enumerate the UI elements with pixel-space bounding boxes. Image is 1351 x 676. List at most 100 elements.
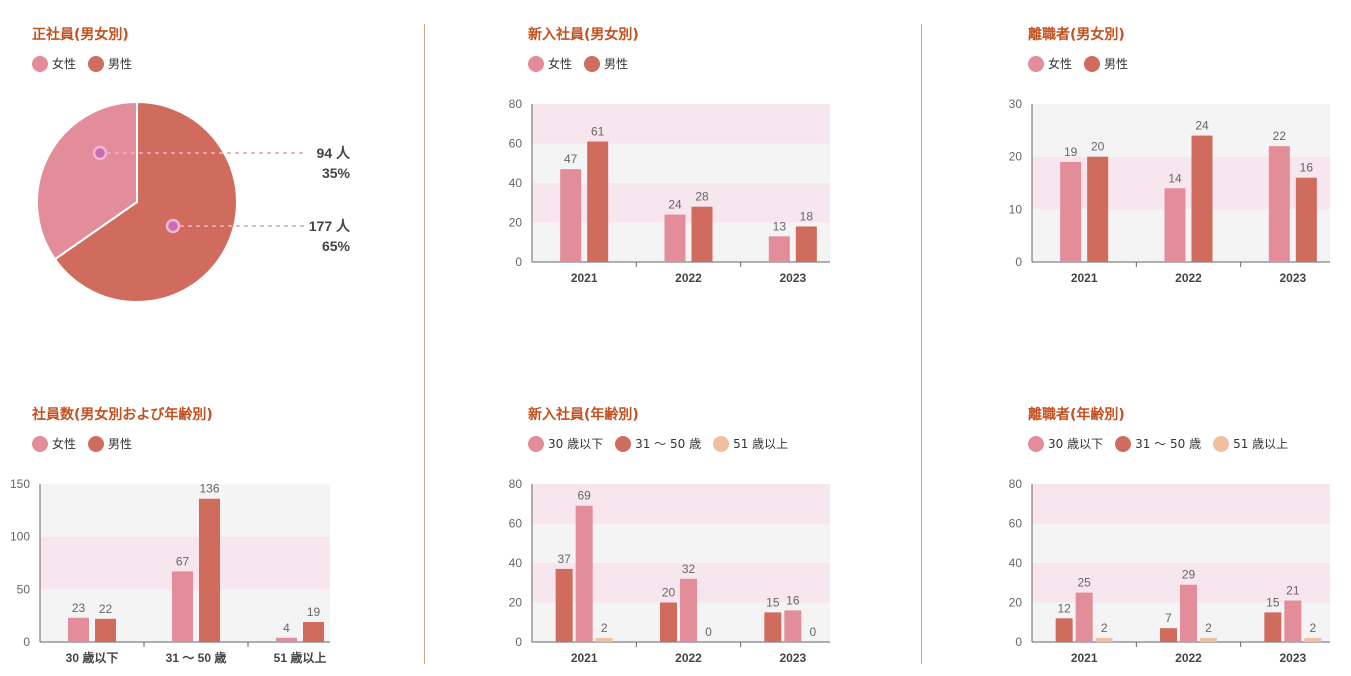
legend: 30 歳以下 31 〜 50 歳 51 歳以上 bbox=[528, 435, 800, 452]
bar-value-label: 4 bbox=[283, 621, 290, 635]
bar bbox=[68, 617, 89, 642]
panel-new-hires-by-age: 新入社員(年齢別) 30 歳以下 31 〜 50 歳 51 歳以上 0 20 40 60 8… bbox=[509, 404, 858, 674]
x-tick-label: 2022 bbox=[1175, 651, 1202, 665]
legend-swatch-icon bbox=[1028, 55, 1044, 72]
legend-label: 男性 bbox=[1104, 57, 1129, 71]
grid-band bbox=[40, 484, 330, 537]
x-tick-label: 30 歳以下 bbox=[66, 650, 119, 665]
legend-swatch-icon bbox=[1115, 435, 1132, 452]
bar-value-label: 23 bbox=[72, 601, 86, 615]
x-tick-label: 2023 bbox=[1279, 271, 1306, 285]
legend: 女性 男性 bbox=[1028, 55, 1140, 72]
leader-marker-icon bbox=[165, 218, 181, 234]
pie-percent-label: 35% bbox=[322, 165, 351, 181]
x-tick-label: 2023 bbox=[779, 271, 806, 285]
legend-label: 女性 bbox=[1048, 57, 1073, 71]
y-tick-label: 60 bbox=[509, 137, 523, 151]
legend-swatch-icon bbox=[32, 435, 48, 452]
panel-resignations-by-gender: 離職者(男女別) 女性 男性 0 10 20 30 2021 19 20 2022 14 24 202… bbox=[1009, 24, 1351, 314]
bar-value-label: 21 bbox=[1286, 584, 1300, 598]
bar bbox=[795, 226, 817, 262]
y-tick-label: 30 bbox=[1009, 97, 1023, 111]
panel-resignations-by-age: 離職者(年齢別) 30 歳以下 31 〜 50 歳 51 歳以上 0 20 40 60 80… bbox=[1009, 404, 1351, 674]
legend: 女性 男性 bbox=[528, 55, 640, 72]
legend-swatch-icon bbox=[528, 55, 544, 72]
panel-title: 離職者(男女別) bbox=[1028, 27, 1125, 43]
bar-value-label: 16 bbox=[1300, 161, 1314, 175]
bar bbox=[199, 498, 220, 642]
bar-value-label: 2 bbox=[1205, 621, 1212, 635]
legend: 女性 男性 bbox=[32, 55, 144, 72]
bar bbox=[595, 638, 613, 642]
legend-label: 女性 bbox=[52, 57, 77, 71]
legend-swatch-icon bbox=[1213, 435, 1230, 452]
bar-value-label: 20 bbox=[662, 586, 676, 600]
bar bbox=[303, 621, 324, 642]
legend: 30 歳以下 31 〜 50 歳 51 歳以上 bbox=[1028, 435, 1300, 452]
pie-chart: 94 人 35% 177 人 65% bbox=[36, 100, 351, 303]
bar-value-label: 15 bbox=[766, 595, 780, 609]
bar bbox=[555, 568, 573, 642]
bar bbox=[768, 236, 790, 262]
y-tick-label: 0 bbox=[515, 635, 522, 649]
bar bbox=[1095, 638, 1113, 642]
bar-chart: 0 20 40 60 80 2021 12 25 2 2022 7 29 2 2023 15 21 2 bbox=[1009, 477, 1330, 665]
y-tick-label: 60 bbox=[509, 517, 523, 531]
y-tick-label: 20 bbox=[1009, 596, 1023, 610]
y-tick-label: 60 bbox=[1009, 517, 1023, 531]
grid-band bbox=[532, 104, 830, 144]
bar bbox=[1160, 628, 1177, 642]
pie-slice-female bbox=[36, 100, 138, 261]
bar bbox=[1180, 584, 1197, 642]
legend-swatch-icon bbox=[584, 55, 601, 72]
grid-band bbox=[1032, 484, 1330, 524]
y-tick-label: 40 bbox=[1009, 556, 1023, 570]
legend-item: 31 〜 50 歳 bbox=[1115, 435, 1201, 452]
bar-value-label: 18 bbox=[800, 209, 814, 223]
x-tick-label: 51 歳以上 bbox=[274, 650, 327, 665]
bar bbox=[1060, 161, 1082, 262]
bar bbox=[575, 505, 593, 642]
bar-value-label: 0 bbox=[809, 625, 816, 639]
bar bbox=[1087, 156, 1109, 262]
x-tick-label: 2021 bbox=[571, 651, 598, 665]
bar-value-label: 2 bbox=[1101, 621, 1108, 635]
legend-item: 女性 bbox=[32, 435, 76, 452]
bar bbox=[1164, 188, 1186, 262]
bar-value-label: 2 bbox=[1309, 621, 1316, 635]
bar-value-label: 136 bbox=[199, 482, 219, 496]
legend-label: 51 歳以上 bbox=[733, 437, 789, 451]
bar-value-label: 69 bbox=[577, 489, 591, 503]
x-tick-label: 2022 bbox=[675, 271, 702, 285]
bar bbox=[172, 571, 193, 642]
bar bbox=[664, 214, 686, 262]
panel-title: 正社員(男女別) bbox=[32, 27, 129, 43]
bar bbox=[1304, 638, 1322, 642]
legend-label: 30 歳以下 bbox=[548, 437, 604, 451]
pie-count-label: 177 人 bbox=[309, 218, 351, 234]
y-tick-label: 0 bbox=[1015, 635, 1022, 649]
bar-value-label: 22 bbox=[99, 602, 113, 616]
bar bbox=[1284, 600, 1302, 642]
pie-count-label: 94 人 bbox=[317, 145, 351, 161]
legend-item: 30 歳以下 bbox=[528, 435, 603, 452]
column-divider-right bbox=[921, 24, 922, 664]
legend-swatch-icon bbox=[88, 435, 105, 452]
bar-value-label: 67 bbox=[176, 554, 190, 568]
panel-title: 新入社員(年齢別) bbox=[528, 407, 639, 423]
y-tick-label: 100 bbox=[10, 530, 30, 544]
y-tick-label: 50 bbox=[17, 582, 31, 596]
panel-employees-by-gender-and-age: 社員数(男女別および年齢別) 女性 男性 0 50 100 150 30 歳以下 23 22 3… bbox=[10, 404, 362, 674]
x-tick-label: 31 〜 50 歳 bbox=[166, 650, 227, 665]
panel-title: 社員数(男女別および年齢別) bbox=[32, 407, 213, 423]
grid-band bbox=[532, 143, 830, 183]
legend-swatch-icon bbox=[1028, 435, 1044, 452]
bar-value-label: 2 bbox=[601, 621, 608, 635]
bar bbox=[1268, 146, 1290, 262]
legend-swatch-icon bbox=[32, 55, 48, 72]
legend-swatch-icon bbox=[528, 435, 544, 452]
legend-item: 男性 bbox=[88, 55, 132, 72]
leader-marker-icon bbox=[92, 145, 108, 161]
bar-value-label: 16 bbox=[786, 593, 800, 607]
